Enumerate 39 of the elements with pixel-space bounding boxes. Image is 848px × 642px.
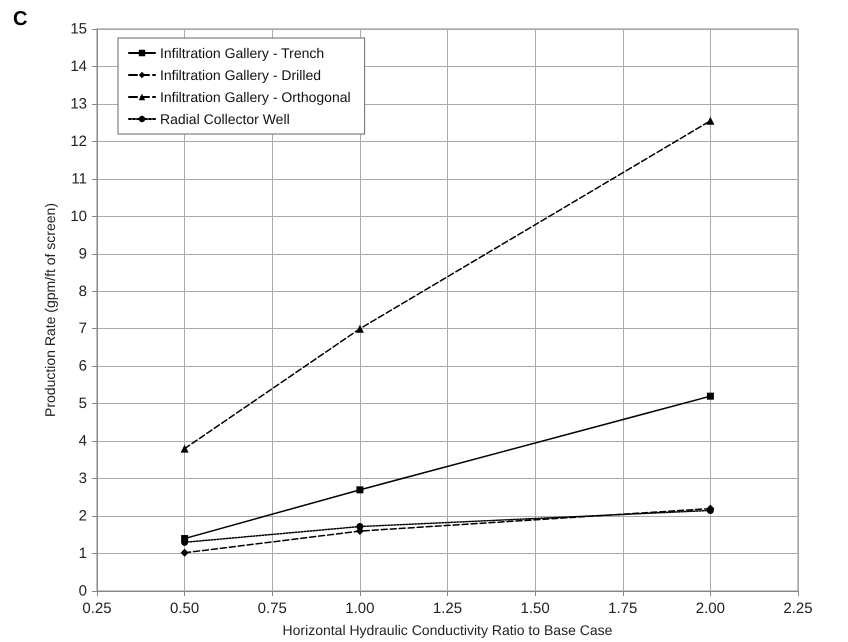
point bbox=[706, 392, 714, 400]
y-tick-label: 0 bbox=[78, 582, 87, 600]
legend-label: Infiltration Gallery - Drilled bbox=[160, 67, 322, 83]
chart-title: C bbox=[13, 8, 28, 30]
x-tick-label: 1.75 bbox=[608, 600, 638, 617]
y-tick-label: 13 bbox=[70, 95, 87, 112]
x-tick-label: 0.25 bbox=[82, 600, 112, 617]
x-tick-label: 2.25 bbox=[783, 600, 813, 617]
point bbox=[180, 548, 189, 557]
legend-label: Radial Collector Well bbox=[160, 111, 290, 127]
y-tick-label: 9 bbox=[78, 245, 87, 262]
x-tick-label: 0.50 bbox=[170, 600, 200, 617]
y-tick-label: 1 bbox=[78, 545, 87, 562]
x-tick-label: 2.00 bbox=[696, 600, 725, 617]
y-tick-label: 5 bbox=[78, 395, 87, 412]
legend-label: Infiltration Gallery - Trench bbox=[160, 45, 324, 61]
x-tick-label: 1.00 bbox=[345, 600, 374, 617]
y-tick-label: 14 bbox=[70, 58, 87, 75]
x-axis-title: Horizontal Hydraulic Conductivity Ratio to Base Case bbox=[282, 622, 613, 638]
legend-label: Infiltration Gallery - Orthogonal bbox=[160, 89, 351, 105]
y-tick-label: 2 bbox=[78, 508, 87, 525]
y-tick-label: 6 bbox=[78, 358, 87, 375]
point bbox=[356, 523, 364, 530]
y-tick-label: 4 bbox=[78, 432, 87, 450]
point bbox=[356, 324, 364, 333]
y-tick-label: 12 bbox=[70, 132, 87, 150]
point bbox=[356, 486, 364, 494]
y-tick-label: 7 bbox=[78, 320, 87, 338]
y-tick-label: 15 bbox=[70, 20, 87, 38]
point bbox=[706, 116, 714, 125]
x-tick-label: 0.75 bbox=[258, 600, 287, 617]
y-tick-label: 8 bbox=[78, 282, 87, 300]
point bbox=[180, 444, 189, 453]
y-axis-title: Production Rate (gpm/ft of screen) bbox=[42, 203, 58, 417]
y-tick-label: 3 bbox=[78, 470, 87, 488]
x-tick-label: 1.25 bbox=[432, 600, 462, 617]
x-tick-label: 1.50 bbox=[520, 600, 550, 617]
y-tick-label: 11 bbox=[71, 170, 87, 188]
y-tick-label: 10 bbox=[70, 208, 87, 225]
